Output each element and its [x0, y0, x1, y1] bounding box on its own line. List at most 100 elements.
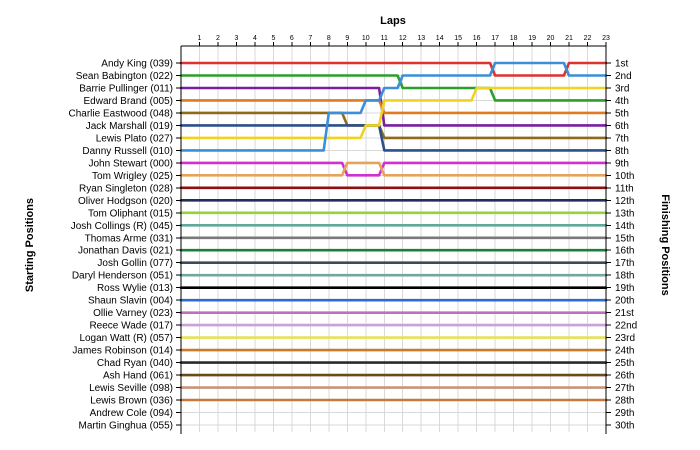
driver-label: Ollie Varney (023) — [93, 308, 173, 319]
finish-label: 28th — [615, 396, 634, 407]
driver-label: Reece Wade (017) — [89, 321, 173, 332]
lap-tick-label: 2 — [216, 35, 220, 42]
driver-label: Barrie Pullinger (011) — [79, 83, 173, 94]
driver-label: Sean Babington (022) — [76, 71, 173, 82]
driver-label: Martin Ginghua (055) — [79, 421, 174, 432]
finish-label: 23rd — [615, 333, 635, 344]
lap-tick-label: 1 — [198, 35, 202, 42]
driver-label: Ash Hand (061) — [103, 371, 173, 382]
finish-label: 4th — [615, 96, 629, 107]
driver-label: Danny Russell (010) — [82, 146, 173, 157]
series-line — [179, 74, 608, 102]
finish-label: 27th — [615, 383, 634, 394]
finish-label: 12th — [615, 196, 634, 207]
series-line — [179, 161, 608, 177]
driver-label: Charlie Eastwood (048) — [69, 108, 174, 119]
lap-tick-label: 3 — [234, 35, 238, 42]
finish-label: 24th — [615, 346, 634, 357]
finish-label: 15th — [615, 233, 634, 244]
lap-tick-label: 16 — [473, 35, 481, 42]
finish-label: 7th — [615, 133, 629, 144]
driver-label: Lewis Seville (098) — [89, 383, 173, 394]
series-line — [179, 99, 608, 115]
lap-tick-label: 7 — [308, 35, 312, 42]
finish-label: 9th — [615, 158, 629, 169]
lap-tick-label: 21 — [565, 35, 573, 42]
lap-tick-label: 19 — [528, 35, 536, 42]
finish-label: 22nd — [615, 321, 637, 332]
lap-tick-label: 17 — [491, 35, 499, 42]
driver-label: Jonathan Davis (021) — [78, 246, 173, 257]
lap-tick-label: 12 — [399, 35, 407, 42]
driver-label: John Stewart (000) — [89, 158, 174, 169]
lap-tick-label: 20 — [547, 35, 555, 42]
driver-label: Daryl Henderson (051) — [72, 271, 173, 282]
driver-label: Jack Marshall (019) — [86, 121, 173, 132]
y-axis-title-right: Finishing Positions — [659, 194, 671, 295]
driver-label: Ryan Singleton (028) — [79, 183, 173, 194]
driver-label: Tom Wrigley (025) — [92, 171, 173, 182]
lap-tick-label: 22 — [584, 35, 592, 42]
finish-label: 17th — [615, 258, 634, 269]
series-line — [179, 61, 608, 77]
driver-label: Shaun Slavin (004) — [88, 296, 173, 307]
series-line — [179, 111, 608, 140]
driver-label: Chad Ryan (040) — [97, 358, 173, 369]
driver-label: Josh Gollin (077) — [97, 258, 173, 269]
lap-tick-label: 5 — [271, 35, 275, 42]
finish-label: 16th — [615, 246, 634, 257]
finish-label: 13th — [615, 208, 634, 219]
finish-label: 11th — [615, 183, 634, 194]
finish-label: 21st — [615, 308, 634, 319]
finish-label: 2nd — [615, 71, 632, 82]
finish-label: 10th — [615, 171, 634, 182]
driver-label: Andy King (039) — [101, 59, 173, 70]
finish-label: 26th — [615, 371, 634, 382]
driver-label: Oliver Hodgson (020) — [78, 196, 173, 207]
lap-tick-label: 11 — [381, 35, 388, 42]
lap-tick-label: 6 — [290, 35, 294, 42]
finish-label: 5th — [615, 108, 629, 119]
finish-label: 1st — [615, 59, 629, 70]
lap-tick-label: 10 — [362, 35, 370, 42]
lap-tick-label: 14 — [436, 35, 444, 42]
driver-label: Andrew Cole (094) — [90, 408, 173, 419]
lap-tick-label: 15 — [454, 35, 462, 42]
finish-label: 3rd — [615, 83, 629, 94]
driver-label: Logan Watt (R) (057) — [79, 333, 173, 344]
x-axis-title: Laps — [380, 15, 406, 27]
lap-tick-label: 23 — [602, 35, 610, 42]
finish-label: 14th — [615, 221, 634, 232]
driver-label: Edward Brand (005) — [84, 96, 174, 107]
lap-tick-label: 8 — [327, 35, 331, 42]
finish-label: 8th — [615, 146, 629, 157]
series-line — [179, 124, 608, 152]
driver-label: Lewis Plato (027) — [96, 133, 173, 144]
driver-label: Ross Wylie (013) — [97, 283, 173, 294]
finish-label: 29th — [615, 408, 634, 419]
series-line — [179, 86, 608, 127]
series-line — [179, 86, 608, 140]
finish-label: 6th — [615, 121, 629, 132]
driver-label: Thomas Arme (031) — [85, 233, 173, 244]
series-line — [179, 61, 608, 152]
y-axis-title-left: Starting Positions — [24, 198, 36, 292]
driver-label: Josh Collings (R) (045) — [71, 221, 173, 232]
lap-tick-label: 9 — [345, 35, 349, 42]
driver-label: Tom Oliphant (015) — [88, 208, 173, 219]
finish-label: 20th — [615, 296, 634, 307]
finish-label: 18th — [615, 271, 634, 282]
driver-label: James Robinson (014) — [72, 346, 173, 357]
lap-tick-label: 18 — [510, 35, 518, 42]
driver-label: Lewis Brown (036) — [90, 396, 173, 407]
lap-tick-label: 4 — [253, 35, 257, 42]
axis-labels: 1 2 3 4 5 6 7 8 9 10 11 12 13 14 15 16 17 18 19 20 21 22 23And… — [69, 35, 638, 432]
axes — [176, 42, 611, 434]
lap-tick-label: 13 — [417, 35, 425, 42]
series-line — [179, 161, 608, 177]
series-lines — [179, 61, 608, 402]
finish-label: 25th — [615, 358, 634, 369]
finish-label: 30th — [615, 421, 634, 432]
finish-label: 19th — [615, 283, 634, 294]
